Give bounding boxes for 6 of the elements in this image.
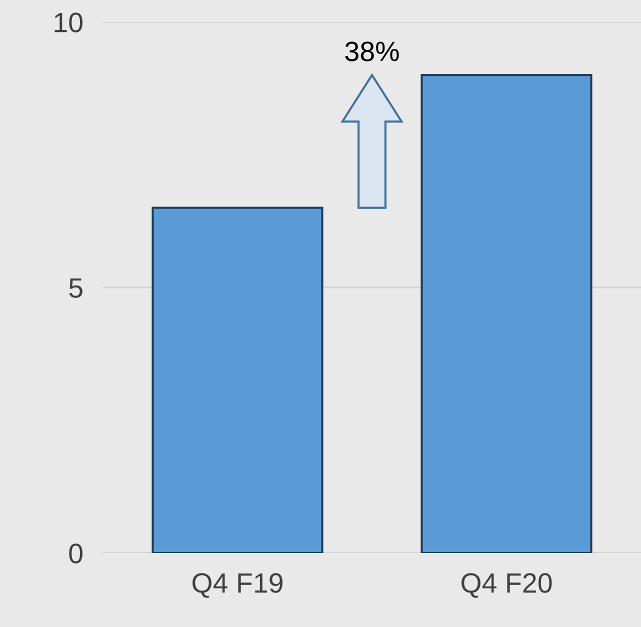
y-tick-label: 0	[69, 544, 82, 564]
x-tick-label: Q4 F20	[462, 573, 552, 598]
annotation: 38%	[345, 42, 399, 62]
y-tick-label: 10	[54, 12, 82, 32]
x-tick-label: Q4 F19	[192, 573, 283, 598]
y-tick-label: 5	[69, 278, 82, 298]
